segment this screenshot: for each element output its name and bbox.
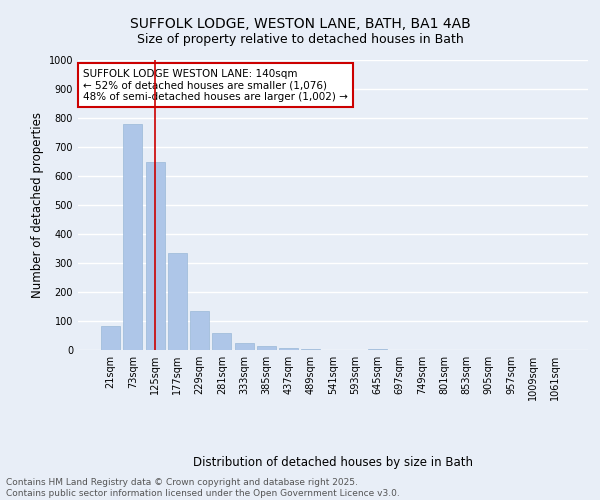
Y-axis label: Number of detached properties: Number of detached properties	[31, 112, 44, 298]
Bar	[190, 312, 209, 350]
Bar	[279, 348, 298, 350]
Bar	[168, 253, 187, 350]
Text: Contains HM Land Registry data © Crown copyright and database right 2025.
Contai: Contains HM Land Registry data © Crown c…	[6, 478, 400, 498]
X-axis label: Distribution of detached houses by size in Bath: Distribution of detached houses by size …	[193, 456, 473, 468]
Bar	[146, 162, 164, 350]
Bar	[101, 326, 120, 350]
Bar	[257, 346, 276, 350]
Text: Size of property relative to detached houses in Bath: Size of property relative to detached ho…	[137, 32, 463, 46]
Bar	[235, 343, 254, 350]
Bar	[301, 349, 320, 350]
Bar	[124, 124, 142, 350]
Bar	[368, 349, 387, 350]
Text: SUFFOLK LODGE WESTON LANE: 140sqm
← 52% of detached houses are smaller (1,076)
4: SUFFOLK LODGE WESTON LANE: 140sqm ← 52% …	[83, 68, 348, 102]
Bar	[212, 334, 231, 350]
Text: SUFFOLK LODGE, WESTON LANE, BATH, BA1 4AB: SUFFOLK LODGE, WESTON LANE, BATH, BA1 4A…	[130, 18, 470, 32]
